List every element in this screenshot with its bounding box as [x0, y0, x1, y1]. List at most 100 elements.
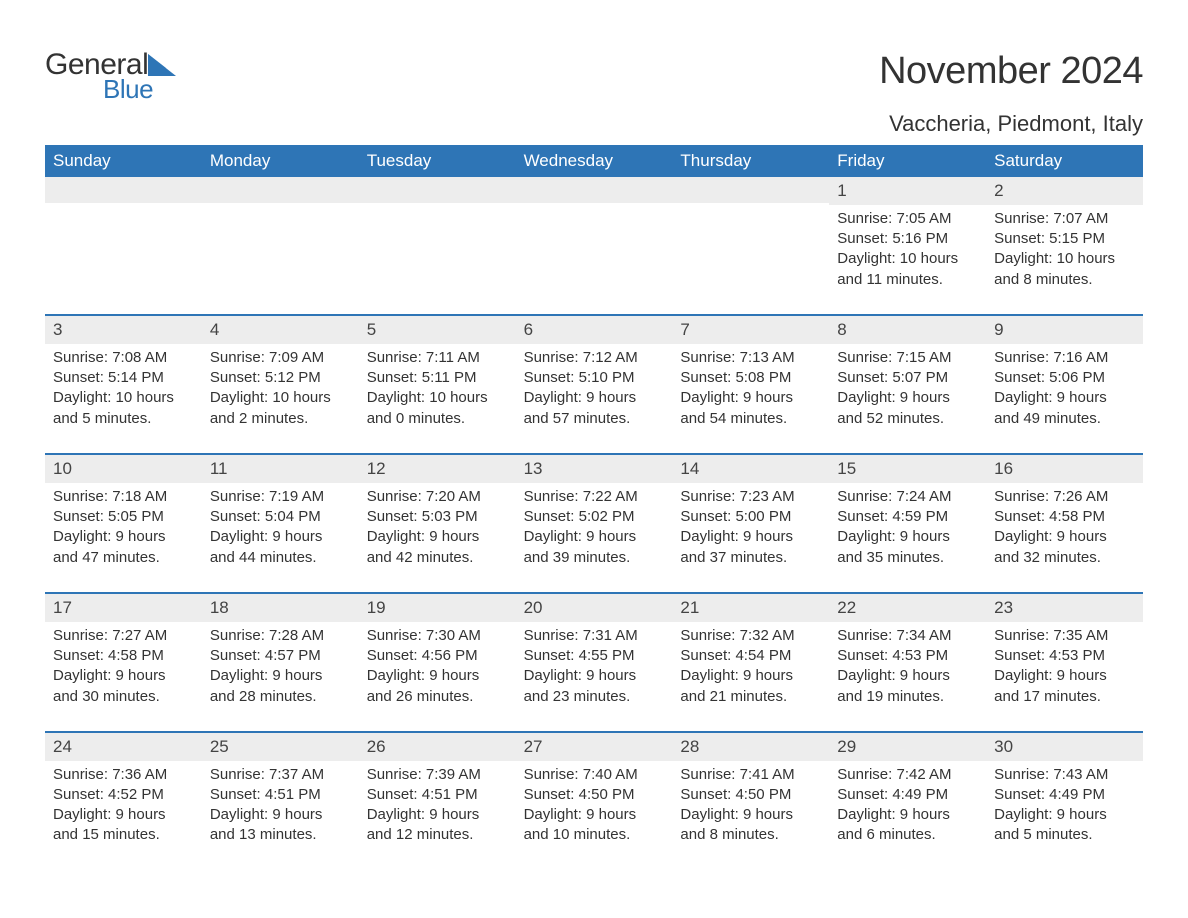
- day-cell: 29Sunrise: 7:42 AMSunset: 4:49 PMDayligh…: [829, 733, 986, 856]
- sunrise-text: Sunrise: 7:22 AM: [524, 487, 665, 507]
- day-number: 13: [516, 455, 673, 483]
- day-cell: 16Sunrise: 7:26 AMSunset: 4:58 PMDayligh…: [986, 455, 1143, 578]
- daylight-text: Daylight: 10 hours and 2 minutes.: [210, 388, 351, 429]
- day-number: 17: [45, 594, 202, 622]
- sunrise-text: Sunrise: 7:20 AM: [367, 487, 508, 507]
- sunset-text: Sunset: 5:05 PM: [53, 507, 194, 527]
- month-title: November 2024: [879, 50, 1143, 93]
- day-cell: 6Sunrise: 7:12 AMSunset: 5:10 PMDaylight…: [516, 316, 673, 439]
- day-number: 12: [359, 455, 516, 483]
- day-number: 9: [986, 316, 1143, 344]
- daylight-text: Daylight: 9 hours and 32 minutes.: [994, 527, 1135, 568]
- daylight-text: Daylight: 9 hours and 15 minutes.: [53, 805, 194, 846]
- sunset-text: Sunset: 4:56 PM: [367, 646, 508, 666]
- weeks-container: 1Sunrise: 7:05 AMSunset: 5:16 PMDaylight…: [45, 177, 1143, 856]
- day-number: 28: [672, 733, 829, 761]
- sunrise-text: Sunrise: 7:13 AM: [680, 348, 821, 368]
- logo: General Blue: [45, 50, 176, 102]
- daylight-text: Daylight: 9 hours and 57 minutes.: [524, 388, 665, 429]
- day-cell: 23Sunrise: 7:35 AMSunset: 4:53 PMDayligh…: [986, 594, 1143, 717]
- day-number: 1: [829, 177, 986, 205]
- daylight-text: Daylight: 9 hours and 35 minutes.: [837, 527, 978, 568]
- title-block: November 2024 Vaccheria, Piedmont, Italy: [879, 50, 1143, 137]
- sunrise-text: Sunrise: 7:32 AM: [680, 626, 821, 646]
- location-text: Vaccheria, Piedmont, Italy: [879, 111, 1143, 137]
- day-number: 11: [202, 455, 359, 483]
- sunrise-text: Sunrise: 7:40 AM: [524, 765, 665, 785]
- sunset-text: Sunset: 4:49 PM: [994, 785, 1135, 805]
- week-row: 24Sunrise: 7:36 AMSunset: 4:52 PMDayligh…: [45, 731, 1143, 856]
- daylight-text: Daylight: 10 hours and 5 minutes.: [53, 388, 194, 429]
- sunrise-text: Sunrise: 7:16 AM: [994, 348, 1135, 368]
- week-row: 10Sunrise: 7:18 AMSunset: 5:05 PMDayligh…: [45, 453, 1143, 578]
- daylight-text: Daylight: 9 hours and 28 minutes.: [210, 666, 351, 707]
- sunrise-text: Sunrise: 7:15 AM: [837, 348, 978, 368]
- day-cell: 8Sunrise: 7:15 AMSunset: 5:07 PMDaylight…: [829, 316, 986, 439]
- sunset-text: Sunset: 4:55 PM: [524, 646, 665, 666]
- sunrise-text: Sunrise: 7:24 AM: [837, 487, 978, 507]
- sunrise-text: Sunrise: 7:08 AM: [53, 348, 194, 368]
- day-cell: 15Sunrise: 7:24 AMSunset: 4:59 PMDayligh…: [829, 455, 986, 578]
- day-cell: [672, 177, 829, 300]
- sunset-text: Sunset: 5:00 PM: [680, 507, 821, 527]
- sunrise-text: Sunrise: 7:35 AM: [994, 626, 1135, 646]
- day-cell: 9Sunrise: 7:16 AMSunset: 5:06 PMDaylight…: [986, 316, 1143, 439]
- day-cell: 18Sunrise: 7:28 AMSunset: 4:57 PMDayligh…: [202, 594, 359, 717]
- sunset-text: Sunset: 4:49 PM: [837, 785, 978, 805]
- day-cell: 5Sunrise: 7:11 AMSunset: 5:11 PMDaylight…: [359, 316, 516, 439]
- day-cell: 11Sunrise: 7:19 AMSunset: 5:04 PMDayligh…: [202, 455, 359, 578]
- day-cell: 24Sunrise: 7:36 AMSunset: 4:52 PMDayligh…: [45, 733, 202, 856]
- sunset-text: Sunset: 5:03 PM: [367, 507, 508, 527]
- sunset-text: Sunset: 4:50 PM: [680, 785, 821, 805]
- sunset-text: Sunset: 4:53 PM: [994, 646, 1135, 666]
- day-number: 10: [45, 455, 202, 483]
- day-number: 18: [202, 594, 359, 622]
- calendar: SundayMondayTuesdayWednesdayThursdayFrid…: [45, 145, 1143, 856]
- day-cell: 3 Sunrise: 7:08 AMSunset: 5:14 PMDaylight…: [45, 316, 202, 439]
- sunset-text: Sunset: 4:51 PM: [367, 785, 508, 805]
- sunrise-text: Sunrise: 7:27 AM: [53, 626, 194, 646]
- daylight-text: Daylight: 9 hours and 12 minutes.: [367, 805, 508, 846]
- day-header: Friday: [829, 145, 986, 177]
- day-cell: 26Sunrise: 7:39 AMSunset: 4:51 PMDayligh…: [359, 733, 516, 856]
- daylight-text: Daylight: 9 hours and 8 minutes.: [680, 805, 821, 846]
- logo-blue-text: Blue: [103, 76, 176, 102]
- sunset-text: Sunset: 5:07 PM: [837, 368, 978, 388]
- sunset-text: Sunset: 4:52 PM: [53, 785, 194, 805]
- daylight-text: Daylight: 9 hours and 42 minutes.: [367, 527, 508, 568]
- sunset-text: Sunset: 5:14 PM: [53, 368, 194, 388]
- week-row: 17Sunrise: 7:27 AMSunset: 4:58 PMDayligh…: [45, 592, 1143, 717]
- day-number: 24: [45, 733, 202, 761]
- day-cell: 13Sunrise: 7:22 AMSunset: 5:02 PMDayligh…: [516, 455, 673, 578]
- sunrise-text: Sunrise: 7:37 AM: [210, 765, 351, 785]
- logo-triangle-icon: [148, 54, 176, 76]
- sunrise-text: Sunrise: 7:07 AM: [994, 209, 1135, 229]
- day-number: 3: [45, 316, 202, 344]
- logo-text: General Blue: [45, 50, 176, 102]
- sunset-text: Sunset: 5:11 PM: [367, 368, 508, 388]
- day-header: Tuesday: [359, 145, 516, 177]
- sunrise-text: Sunrise: 7:39 AM: [367, 765, 508, 785]
- daylight-text: Daylight: 9 hours and 44 minutes.: [210, 527, 351, 568]
- daylight-text: Daylight: 10 hours and 0 minutes.: [367, 388, 508, 429]
- sunset-text: Sunset: 4:50 PM: [524, 785, 665, 805]
- daylight-text: Daylight: 9 hours and 23 minutes.: [524, 666, 665, 707]
- day-number: 21: [672, 594, 829, 622]
- day-cell: 10Sunrise: 7:18 AMSunset: 5:05 PMDayligh…: [45, 455, 202, 578]
- sunset-text: Sunset: 5:04 PM: [210, 507, 351, 527]
- day-number: 30: [986, 733, 1143, 761]
- sunset-text: Sunset: 4:53 PM: [837, 646, 978, 666]
- day-cell: 28Sunrise: 7:41 AMSunset: 4:50 PMDayligh…: [672, 733, 829, 856]
- sunrise-text: Sunrise: 7:31 AM: [524, 626, 665, 646]
- day-cell: 22Sunrise: 7:34 AMSunset: 4:53 PMDayligh…: [829, 594, 986, 717]
- day-cell: [516, 177, 673, 300]
- day-cell: 4Sunrise: 7:09 AMSunset: 5:12 PMDaylight…: [202, 316, 359, 439]
- sunrise-text: Sunrise: 7:23 AM: [680, 487, 821, 507]
- daylight-text: Daylight: 9 hours and 5 minutes.: [994, 805, 1135, 846]
- daylight-text: Daylight: 9 hours and 6 minutes.: [837, 805, 978, 846]
- day-cell: [45, 177, 202, 300]
- daylight-text: Daylight: 9 hours and 21 minutes.: [680, 666, 821, 707]
- sunset-text: Sunset: 4:58 PM: [994, 507, 1135, 527]
- sunset-text: Sunset: 4:57 PM: [210, 646, 351, 666]
- day-cell: 21Sunrise: 7:32 AMSunset: 4:54 PMDayligh…: [672, 594, 829, 717]
